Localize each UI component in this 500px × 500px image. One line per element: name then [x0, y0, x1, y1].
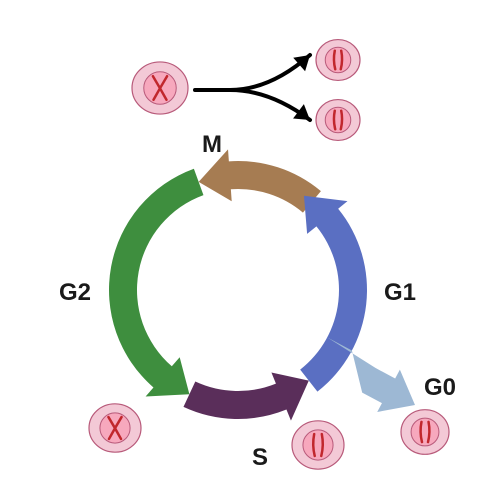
phase-arrow-s — [183, 372, 308, 420]
label-m: M — [202, 131, 222, 158]
cell — [401, 410, 449, 455]
label-g1: G1 — [384, 279, 416, 306]
label-g2: G2 — [59, 279, 91, 306]
cell — [316, 40, 360, 81]
label-g0: G0 — [424, 374, 456, 401]
label-s: S — [252, 444, 268, 471]
cell — [132, 62, 188, 114]
division-arrows — [195, 55, 310, 120]
phase-arrow-g2 — [109, 169, 203, 397]
cell — [292, 421, 344, 469]
cell — [316, 100, 360, 141]
cell — [89, 404, 141, 452]
phase-arrow-m — [199, 149, 321, 212]
